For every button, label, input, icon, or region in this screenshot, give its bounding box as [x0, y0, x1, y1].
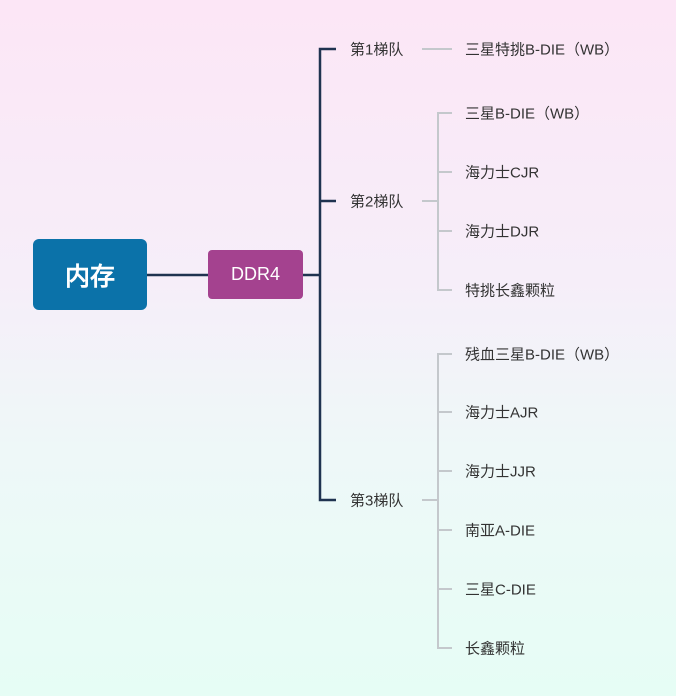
leaf-node: 南亚A-DIE — [465, 522, 536, 540]
tier-3-node: 第3梯队 — [350, 492, 404, 510]
leaf-node: 特挑长鑫颗粒 — [465, 282, 556, 300]
tier-1-node: 第1梯队 — [350, 41, 404, 59]
root-node: 内存 — [33, 239, 147, 310]
tier3-bracket — [422, 353, 452, 649]
leaf-node: 残血三星B-DIE（WB） — [465, 346, 620, 364]
leaf-node: 长鑫颗粒 — [465, 640, 526, 658]
leaf-node: 海力士JJR — [465, 463, 536, 481]
trunk-line — [318, 47, 336, 502]
leaf-node: 海力士CJR — [465, 164, 540, 182]
leaf-node: 海力士AJR — [465, 404, 539, 422]
tier-2-node: 第2梯队 — [350, 193, 404, 211]
leaf-node: 三星B-DIE（WB） — [465, 105, 590, 123]
ddr4-node: DDR4 — [208, 250, 303, 299]
leaf-node: 三星特挑B-DIE（WB） — [465, 41, 620, 59]
tier2-bracket — [422, 112, 452, 291]
leaf-node: 海力士DJR — [465, 223, 540, 241]
leaf-node: 三星C-DIE — [465, 581, 536, 599]
